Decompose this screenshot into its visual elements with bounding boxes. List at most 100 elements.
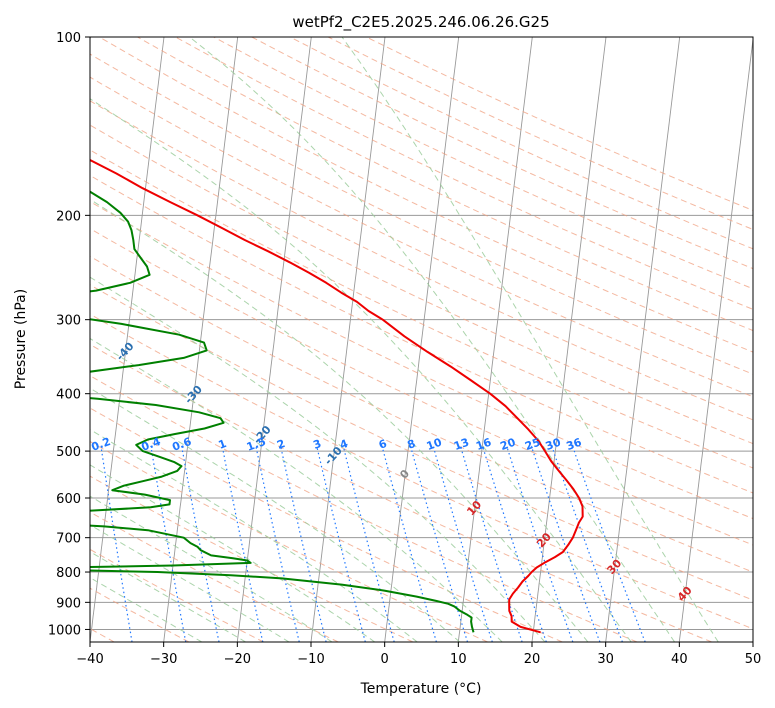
moist-adiabat [90,577,203,642]
isotherm-label: 40 [675,584,695,604]
y-tick-label: 600 [56,492,81,507]
y-tick-label: 300 [56,314,81,329]
y-tick-label: 1000 [48,623,81,638]
isotherm-line [236,37,312,642]
x-tick-label: −10 [297,652,324,667]
mixing-ratio-label: 1.5 [245,435,268,454]
moist-adiabat [90,428,418,642]
mixing-ratio-line [280,445,327,642]
isotherm-label: -50 [46,292,69,316]
x-tick-label: 0 [381,652,389,667]
dry-adiabat [90,53,753,375]
isotherm-line [90,37,165,642]
mixing-ratio-line [255,445,300,642]
mixing-ratio-label: 6 [377,437,389,452]
mixing-ratio-line [181,445,220,642]
plot-area: -100-90-80-70-60-50-40-30-20-10010203040… [0,37,753,642]
y-tick-label: 200 [56,209,81,224]
isotherm-line [384,37,460,642]
moist-adiabat [90,198,589,642]
moist-adiabat [90,387,461,642]
dry-adiabat [90,124,753,445]
moist-adiabat [90,276,546,642]
isotherm-line [310,37,386,642]
isotherm-line [163,37,239,642]
x-tick-label: 50 [745,652,762,667]
x-tick-label: −40 [76,652,103,667]
dry-adiabat [90,475,414,642]
isotherm-line [457,37,533,642]
mixing-ratio-label: 8 [406,437,418,452]
x-tick-label: 10 [450,652,467,667]
dry-adiabat [90,228,753,546]
mixing-ratio-line [316,445,366,642]
line-labels: -100-90-80-70-60-50-40-30-20-10010203040… [0,248,695,604]
moist-adiabat [90,524,290,642]
x-tick-label: −20 [224,652,251,667]
x-tick-label: 20 [524,652,541,667]
dry-adiabat [327,37,753,231]
y-tick-label: 900 [56,596,81,611]
dry-adiabat [90,284,753,601]
dry-adiabat [90,174,753,494]
dry-adiabat [90,149,753,469]
x-tick-label: 40 [671,652,688,667]
mixing-ratio-label: 0.6 [170,435,193,454]
dry-adiabat [90,76,753,398]
dry-adiabat [90,511,339,642]
dry-adiabat [90,375,638,642]
isotherm-label: -60 [0,248,1,272]
moist-adiabat [90,98,632,642]
isotherm-line [752,638,753,642]
isotherm-label: 0 [397,467,412,482]
isotherm-label: -40 [114,340,137,364]
temperature-profile [90,158,584,634]
mixing-ratio-line [459,445,523,642]
mixing-ratio-label: 36 [565,436,584,454]
y-tick-label: 700 [56,532,81,547]
dewpoint-profile [90,190,475,633]
isotherm-line [605,37,681,642]
dry-adiabat [90,255,753,573]
dry-adiabat [90,407,563,642]
mixing-ratio-label: 4 [338,437,350,452]
mixing-ratio-lines [100,445,646,642]
dry-adiabat [90,440,488,642]
mixing-ratio-line [221,445,264,642]
mixing-ratio-label: 2 [275,437,287,452]
y-tick-label: 500 [56,445,81,460]
mixing-ratio-label: 10 [425,436,444,454]
dry-adiabat [90,343,712,642]
sounding-series [90,158,584,634]
isotherm-label: 20 [534,530,554,550]
y-tick-label: 800 [56,566,81,581]
plot-frame [89,36,754,643]
mixing-ratio-line [571,445,646,642]
mixing-ratio-label: 0.2 [90,435,113,454]
mixing-ratio-label: 1 [217,437,229,452]
dry-adiabat [175,37,753,310]
mixing-ratio-label: 16 [474,436,493,454]
mixing-ratio-label: 13 [452,436,471,453]
x-axis-title: Temperature (°C) [360,681,482,697]
mixing-ratio-line [432,445,493,642]
y-axis-title: Pressure (hPa) [13,289,29,389]
dry-adiabat [366,37,753,211]
moist-adiabat [90,495,333,642]
dry-adiabat [90,548,264,642]
dry-adiabats [90,37,753,642]
mixing-ratio-label: 30 [544,436,563,454]
moist-adiabat [341,37,719,642]
isotherm-label: -30 [182,383,205,407]
dry-adiabat [90,313,753,630]
isotherm-line [678,37,753,642]
dry-adiabat [251,37,753,270]
mixing-ratio-label: 25 [523,436,542,453]
dry-adiabat [90,201,753,520]
y-tick-label: 100 [56,31,81,46]
moist-adiabat [90,337,503,642]
x-tick-label: 30 [597,652,614,667]
dry-adiabat [90,100,753,421]
moist-adiabat [90,551,246,642]
